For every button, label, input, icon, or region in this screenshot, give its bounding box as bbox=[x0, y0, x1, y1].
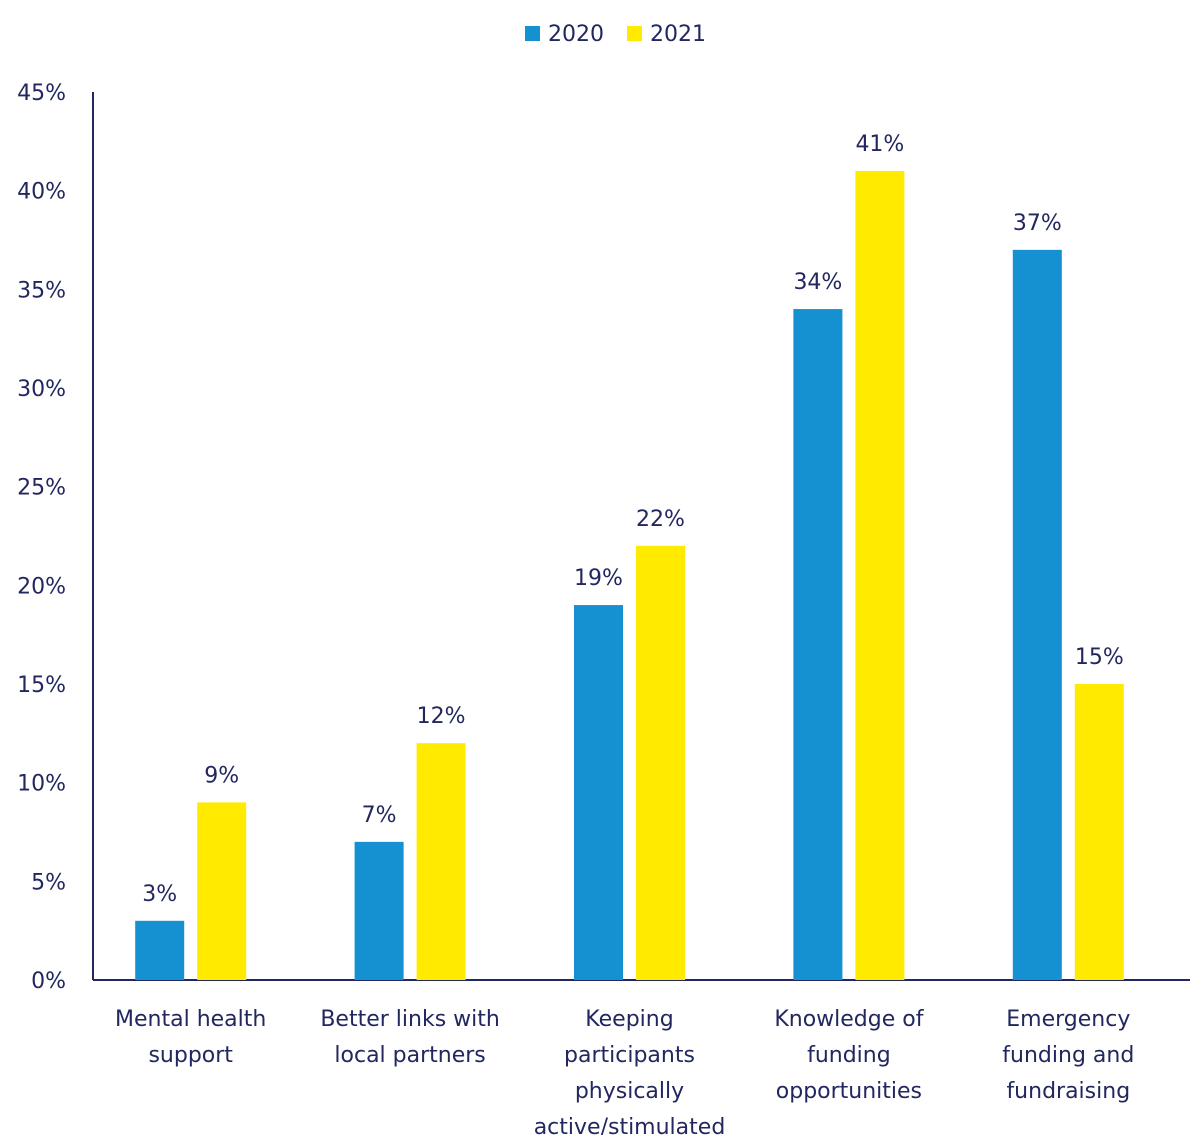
y-tick-label: 10% bbox=[17, 772, 66, 797]
x-tick-label-line: participants bbox=[564, 1043, 695, 1068]
data-label-2021: 12% bbox=[417, 704, 466, 729]
x-axis: Mental health support Better links with loc… bbox=[93, 979, 1190, 1135]
legend-swatch-2020 bbox=[525, 26, 540, 41]
y-tick-label: 45% bbox=[17, 81, 66, 106]
x-tick-label-line: active/stimulated bbox=[534, 1115, 726, 1135]
data-label-2020: 3% bbox=[142, 882, 177, 907]
data-label-2020: 37% bbox=[1013, 211, 1062, 236]
x-tick-label-line: local partners bbox=[334, 1043, 485, 1068]
bar-2020 bbox=[793, 309, 843, 981]
x-tick-label-line: Knowledge of bbox=[774, 1007, 924, 1032]
data-label-2021: 9% bbox=[204, 763, 239, 788]
x-tick-label-line: fundraising bbox=[1006, 1079, 1130, 1104]
y-tick-label: 5% bbox=[31, 870, 66, 895]
data-label-2021: 15% bbox=[1075, 645, 1124, 670]
x-tick-label: Knowledge of funding opportunities bbox=[774, 1007, 924, 1104]
legend-label-2021: 2021 bbox=[650, 22, 706, 47]
bar-2020 bbox=[1012, 249, 1062, 980]
data-label-2020: 34% bbox=[793, 270, 842, 295]
bar-2021 bbox=[416, 743, 466, 980]
data-label-2020: 19% bbox=[574, 566, 623, 591]
x-tick-label-line: opportunities bbox=[776, 1079, 922, 1104]
bar-2020 bbox=[354, 841, 404, 980]
bars bbox=[135, 170, 1124, 981]
y-axis: 0% 5% 10% 15% 20% 25% 30% 35% 40% 45% bbox=[17, 81, 94, 994]
bar-2021 bbox=[636, 545, 685, 980]
x-tick-label-line: Mental health bbox=[115, 1007, 266, 1032]
y-tick-label: 15% bbox=[17, 673, 66, 698]
y-tick-label: 25% bbox=[17, 476, 66, 501]
bar-2020 bbox=[135, 920, 185, 980]
bar-2021 bbox=[855, 170, 905, 980]
y-tick-label: 20% bbox=[17, 574, 66, 599]
value-labels: 3% 9% 7% 12% 19% 22% 34% 41% 37% 15% bbox=[142, 132, 1124, 907]
legend-label-2020: 2020 bbox=[548, 22, 604, 47]
x-tick-label-line: funding bbox=[807, 1043, 891, 1068]
x-tick-label: Emergency funding and fundraising bbox=[1002, 1007, 1134, 1104]
data-label-2020: 7% bbox=[362, 803, 397, 828]
y-tick-label: 30% bbox=[17, 377, 66, 402]
x-tick-label-line: funding and bbox=[1002, 1043, 1134, 1068]
bar-2021 bbox=[197, 802, 247, 980]
x-tick-label: Keeping participants physically active/stim… bbox=[534, 1007, 726, 1135]
x-tick-label: Mental health support bbox=[115, 1007, 266, 1068]
y-tick-label: 0% bbox=[31, 969, 66, 994]
x-tick-label: Better links with local partners bbox=[320, 1007, 500, 1068]
bar-2020 bbox=[574, 605, 623, 980]
bar-2021 bbox=[1074, 684, 1124, 980]
data-label-2021: 22% bbox=[636, 507, 685, 532]
x-tick-label-line: Better links with bbox=[320, 1007, 500, 1032]
x-tick-label-line: Emergency bbox=[1006, 1007, 1130, 1032]
y-tick-label: 35% bbox=[17, 278, 66, 303]
legend-swatch-2021 bbox=[627, 26, 642, 41]
x-tick-label-line: Keeping bbox=[585, 1007, 673, 1032]
data-label-2021: 41% bbox=[855, 132, 904, 157]
y-tick-label: 40% bbox=[17, 180, 66, 205]
legend: 2020 2021 bbox=[525, 22, 706, 47]
x-tick-label-line: physically bbox=[575, 1079, 684, 1104]
x-tick-label-line: support bbox=[148, 1043, 233, 1068]
